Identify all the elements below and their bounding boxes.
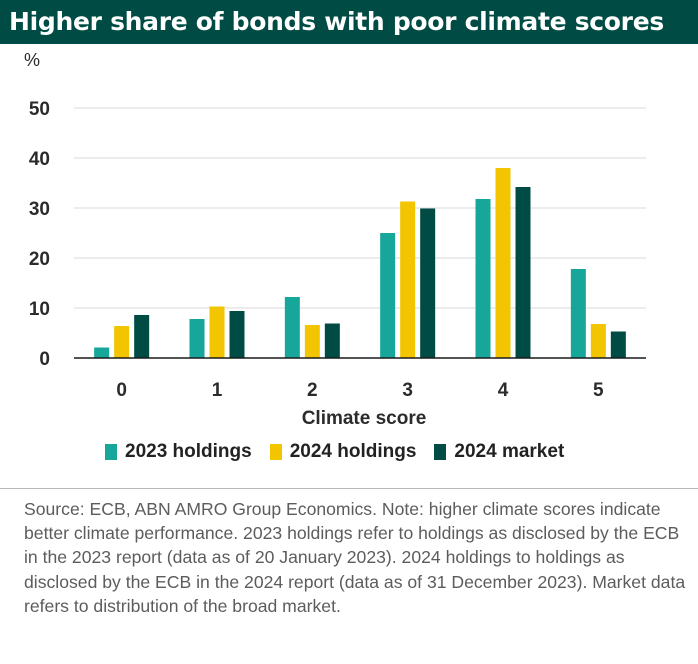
bar-2023-holdings [189, 319, 205, 358]
bar-2024-holdings [495, 168, 511, 358]
legend-swatch-2024-market [434, 444, 447, 460]
divider [0, 488, 698, 489]
bar-2024-holdings [590, 324, 606, 358]
x-tick-label: 5 [593, 380, 604, 401]
y-axis-unit-label: % [24, 50, 40, 70]
bar-2024-market [610, 331, 626, 358]
legend-swatch-2023-holdings [105, 444, 117, 460]
bar-2023-holdings [475, 199, 491, 358]
bar-2024-market [229, 311, 245, 358]
source-note: Source: ECB, ABN AMRO Group Economics. N… [24, 499, 686, 616]
bar-2023-holdings [380, 233, 396, 358]
bar-2024-holdings [400, 201, 416, 358]
y-tick-label: 20 [29, 249, 50, 270]
x-axis-title: Climate score [302, 408, 427, 429]
legend-label-2024-market: 2024 market [454, 441, 565, 462]
bar-2023-holdings [94, 347, 110, 358]
bar-2024-holdings [304, 325, 320, 358]
y-tick-label: 40 [29, 149, 50, 170]
bar-2024-market [420, 208, 436, 358]
bar-2024-market [324, 323, 340, 358]
x-tick-label: 1 [212, 380, 223, 401]
legend-item-2023-holdings: 2023 holdings [105, 441, 252, 463]
bar-2024-holdings [209, 306, 225, 358]
chart-title-bar: Higher share of bonds with poor climate … [0, 0, 698, 44]
y-tick-label: 30 [29, 199, 50, 220]
y-tick-label: 10 [29, 299, 50, 320]
legend-label-2024-holdings: 2024 holdings [289, 441, 417, 462]
bar-chart: % 0 10 20 30 40 50 0 1 2 3 4 5 Climate score [24, 50, 646, 429]
bar-2024-holdings [114, 326, 130, 358]
legend-item-2024-holdings: 2024 holdings [269, 441, 417, 463]
legend-item-2024-market: 2024 market [434, 441, 564, 463]
y-tick-label: 50 [29, 99, 50, 120]
y-tick-label: 0 [39, 349, 50, 370]
x-tick-label: 4 [498, 380, 509, 401]
legend-label-2023-holdings: 2023 holdings [125, 441, 252, 462]
bar-2024-market [134, 315, 150, 358]
bar-2024-market [515, 187, 531, 358]
chart-legend: 2023 holdings 2024 holdings 2024 market [105, 440, 582, 464]
bar-2023-holdings [284, 297, 300, 358]
chart-title: Higher share of bonds with poor climate … [9, 7, 664, 36]
x-tick-label: 0 [116, 380, 127, 401]
x-tick-label: 3 [402, 380, 413, 401]
legend-swatch-2024-holdings [269, 444, 282, 460]
bar-2023-holdings [570, 269, 586, 358]
x-tick-label: 2 [307, 380, 318, 401]
